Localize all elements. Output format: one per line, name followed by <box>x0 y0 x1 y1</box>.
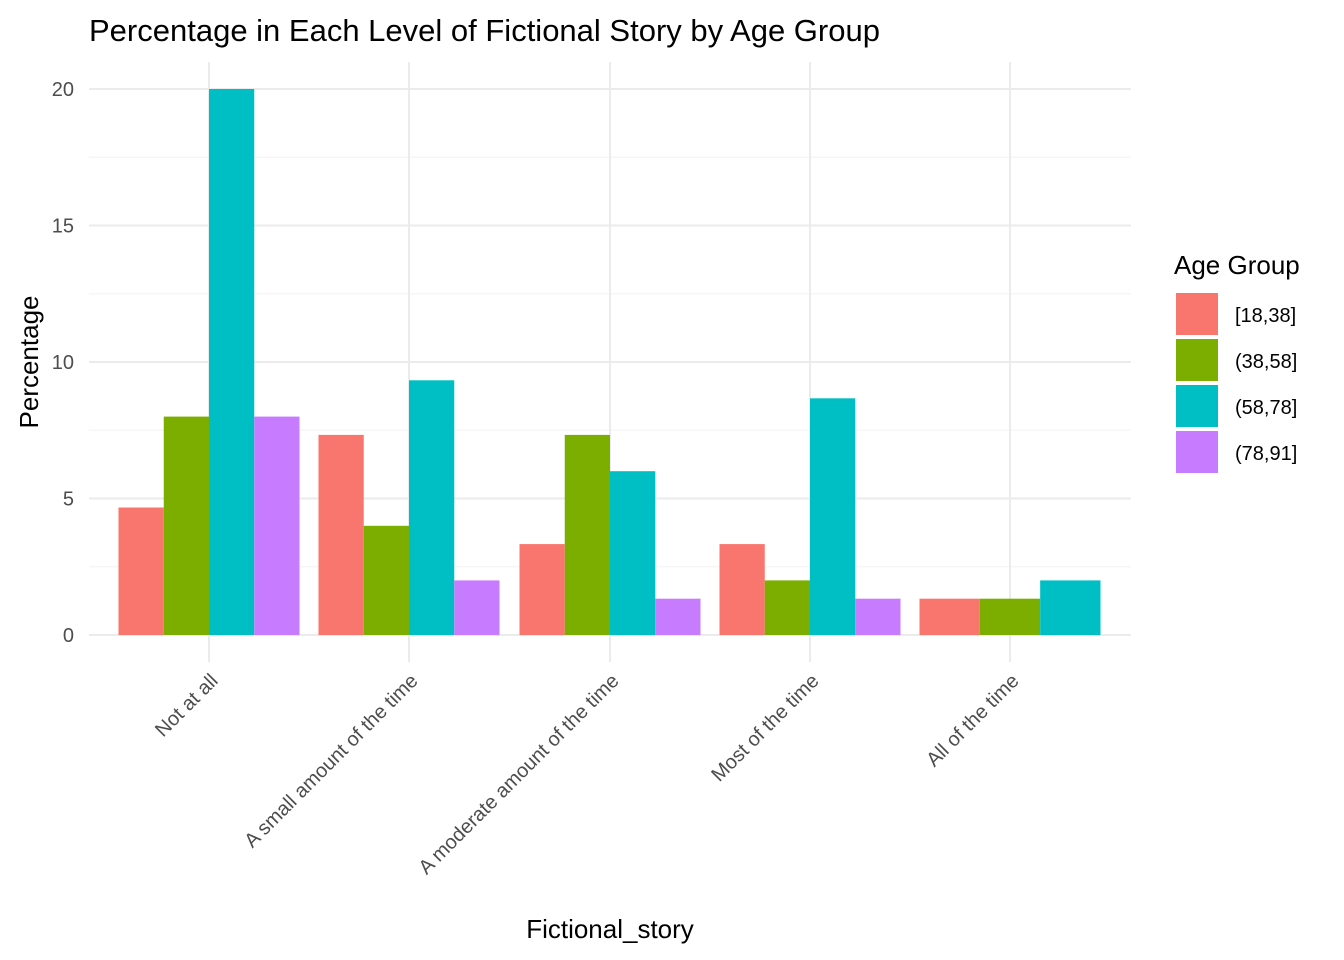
y-tick-label: 10 <box>52 352 74 374</box>
legend-swatch <box>1176 339 1218 381</box>
bar <box>519 544 565 635</box>
legend-label: (58,78] <box>1235 397 1297 419</box>
bar <box>855 598 901 635</box>
legend-swatch <box>1176 431 1218 473</box>
bar <box>564 434 610 635</box>
legend-swatch <box>1176 385 1218 427</box>
legend-label: [18,38] <box>1235 305 1296 327</box>
y-axis-ticks: 0 5 10 15 20 <box>52 79 74 647</box>
y-tick-label: 5 <box>63 489 74 511</box>
y-tick-label: 15 <box>52 216 74 238</box>
legend-items: [18,38] (38,58] (58,78] (78,91] <box>1176 293 1297 473</box>
y-tick-label: 20 <box>52 79 74 101</box>
legend: Age Group [18,38] (38,58] (58,78] (78,91] <box>1174 250 1300 473</box>
bar <box>363 525 409 635</box>
bar <box>719 544 765 635</box>
bar <box>610 471 656 635</box>
chart-title: Percentage in Each Level of Fictional St… <box>89 13 880 48</box>
bar <box>1040 580 1101 635</box>
bar <box>409 380 455 635</box>
bar <box>979 598 1041 635</box>
legend-swatch <box>1176 293 1218 335</box>
bars-layer <box>118 89 1101 635</box>
legend-label: (78,91] <box>1235 443 1297 465</box>
x-axis-title: Fictional_story <box>526 914 694 944</box>
bar <box>655 598 701 635</box>
y-axis-title: Percentage <box>14 296 44 429</box>
bar <box>163 416 209 635</box>
bar <box>209 89 255 635</box>
bar <box>810 398 856 635</box>
y-tick-label: 0 <box>63 625 74 647</box>
legend-title: Age Group <box>1174 250 1300 280</box>
bar <box>764 580 810 635</box>
bar <box>118 507 164 635</box>
bar <box>254 416 300 635</box>
legend-label: (38,58] <box>1235 351 1297 373</box>
bar <box>454 580 500 635</box>
bar <box>318 434 364 635</box>
bar <box>919 598 980 635</box>
